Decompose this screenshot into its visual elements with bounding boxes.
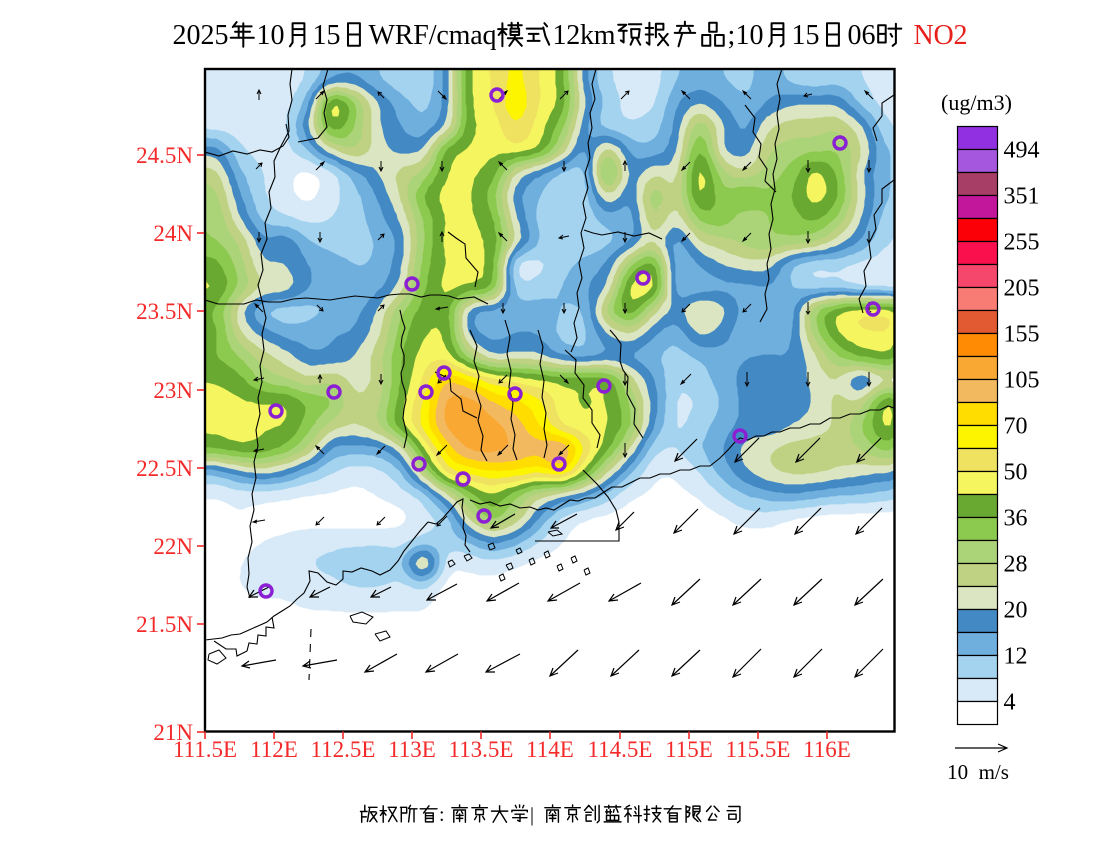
svg-text:114.5E: 114.5E xyxy=(588,737,653,762)
svg-text:24N: 24N xyxy=(153,221,193,246)
svg-text:4: 4 xyxy=(1004,690,1016,716)
svg-text:(ug/m3): (ug/m3) xyxy=(941,90,1012,115)
svg-text::: : xyxy=(439,804,445,826)
svg-text:28: 28 xyxy=(1004,552,1028,578)
svg-text:20: 20 xyxy=(1004,598,1028,624)
svg-text:|: | xyxy=(530,804,534,826)
svg-text:2025: 2025 xyxy=(173,20,229,51)
svg-text:23.5N: 23.5N xyxy=(136,299,193,324)
svg-text:21N: 21N xyxy=(153,720,193,745)
svg-text:12km: 12km xyxy=(553,20,616,51)
svg-text:NO2: NO2 xyxy=(914,20,968,51)
svg-text:10: 10 xyxy=(736,20,764,51)
svg-text:111.5E: 111.5E xyxy=(173,737,237,762)
svg-text:155: 155 xyxy=(1004,322,1040,348)
svg-text:115.5E: 115.5E xyxy=(726,737,791,762)
svg-text:36: 36 xyxy=(1004,506,1028,532)
svg-text:10: 10 xyxy=(257,20,285,51)
svg-text:494: 494 xyxy=(1004,138,1040,164)
svg-text:22.5N: 22.5N xyxy=(136,456,193,481)
svg-text:255: 255 xyxy=(1004,230,1040,256)
svg-text:205: 205 xyxy=(1004,276,1040,302)
svg-text:24.5N: 24.5N xyxy=(136,143,193,168)
svg-text:50: 50 xyxy=(1004,460,1028,486)
svg-text:21.5N: 21.5N xyxy=(136,612,193,637)
svg-text:12: 12 xyxy=(1004,644,1028,670)
svg-text:112.5E: 112.5E xyxy=(311,737,376,762)
svg-text:112E: 112E xyxy=(250,737,298,762)
svg-text:;: ; xyxy=(728,20,736,51)
svg-text:15: 15 xyxy=(792,20,820,51)
svg-text:351: 351 xyxy=(1004,184,1040,210)
svg-text:113E: 113E xyxy=(388,737,436,762)
svg-text:105: 105 xyxy=(1004,368,1040,394)
svg-text:06: 06 xyxy=(848,20,876,51)
svg-text:114E: 114E xyxy=(526,737,574,762)
svg-text:22N: 22N xyxy=(153,534,193,559)
svg-text:113.5E: 113.5E xyxy=(449,737,514,762)
svg-text:23N: 23N xyxy=(153,378,193,403)
svg-text:70: 70 xyxy=(1004,414,1028,440)
svg-text:15: 15 xyxy=(313,20,341,51)
svg-text:WRF/cmaq: WRF/cmaq xyxy=(369,20,497,51)
svg-text:115E: 115E xyxy=(665,737,713,762)
svg-text:116E: 116E xyxy=(803,737,851,762)
svg-text:10 m/s: 10 m/s xyxy=(947,760,1009,784)
